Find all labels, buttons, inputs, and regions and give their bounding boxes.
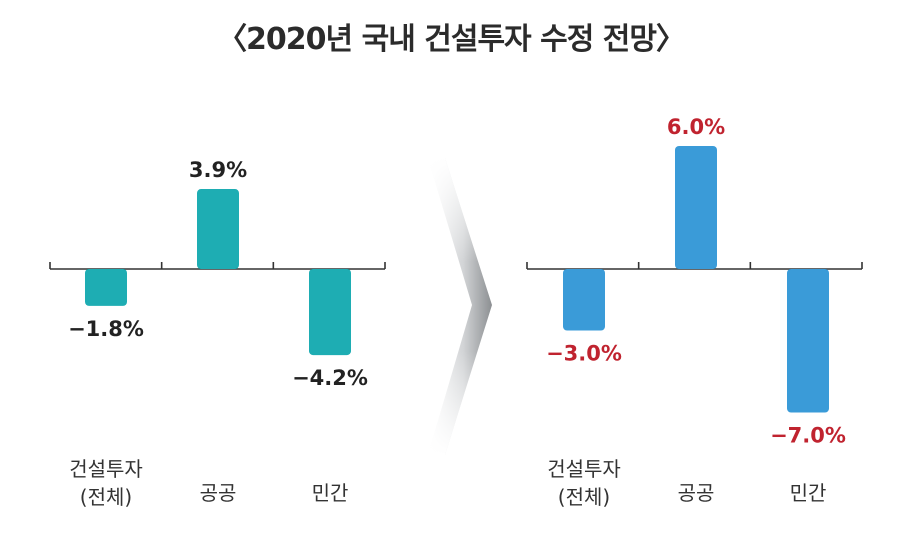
bar [309,269,351,356]
category-label: 공공 [678,481,715,505]
category-label: 민간 [312,481,349,505]
category-label: 공공 [200,481,237,505]
bar [675,146,717,269]
data-label: −4.2% [292,366,368,390]
data-label: −3.0% [546,342,622,366]
bar [197,189,239,269]
chart-before-revision: −1.8% 3.9% −4.2% 건설투자 (전체) 공공 민간 [49,158,386,509]
bar [563,269,605,331]
category-label: 민간 [790,481,827,505]
data-label: 6.0% [667,115,725,139]
bar [787,269,829,413]
bar [85,269,127,306]
chevron-arrow-icon [428,158,492,455]
category-label: 건설투자 (전체) [69,457,143,509]
chart-after-revision: −3.0% 6.0% −7.0% 건설투자 (전체) 공공 민간 [526,115,863,509]
data-label: −1.8% [68,317,144,341]
chart-title: 〈2020년 국내 건설투자 수정 전망〉 [217,22,686,57]
category-label: 건설투자 (전체) [547,457,621,509]
data-label: −7.0% [770,424,846,448]
data-label: 3.9% [189,158,247,182]
